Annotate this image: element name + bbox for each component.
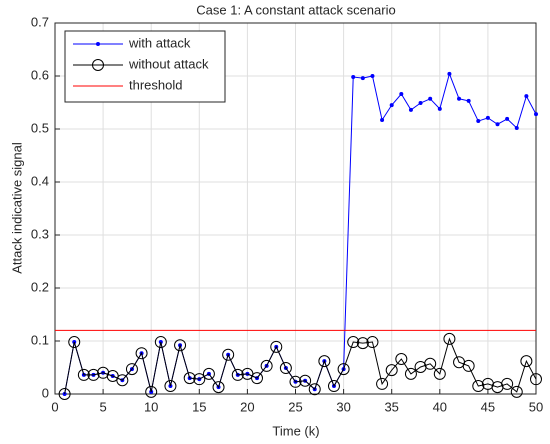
x-tick-label: 25 (288, 399, 302, 414)
data-point (92, 59, 104, 71)
y-tick-label: 0.7 (31, 14, 49, 29)
data-point (174, 339, 187, 352)
series-line (64, 337, 537, 395)
data-point (457, 96, 462, 101)
data-point (404, 367, 417, 380)
data-point (530, 373, 542, 386)
data-point (202, 367, 215, 380)
data-point (87, 368, 100, 381)
data-point (289, 375, 302, 388)
y-tick-label: 0.1 (31, 332, 49, 347)
legend-label: threshold (129, 77, 182, 92)
data-point (443, 332, 456, 345)
data-point (183, 372, 196, 385)
data-point (337, 363, 350, 376)
data-point (389, 103, 394, 108)
data-point (366, 336, 379, 349)
x-tick-label: 30 (336, 399, 350, 414)
y-tick-label: 0 (42, 385, 49, 400)
data-point (520, 355, 533, 368)
data-point (231, 368, 244, 381)
data-point (135, 347, 148, 360)
x-axis-label: Time (k) (272, 423, 319, 438)
data-point (428, 96, 433, 101)
data-point (534, 112, 538, 117)
data-point (116, 374, 129, 387)
x-tick-label: 50 (529, 399, 543, 414)
data-point (424, 357, 437, 370)
data-point (270, 340, 283, 353)
y-tick-label: 0.3 (31, 226, 49, 241)
data-point (376, 377, 389, 390)
data-point (399, 92, 404, 97)
data-point (370, 74, 375, 78)
data-point (466, 98, 471, 103)
y-axis-label: Attack indicative signal (9, 142, 24, 274)
data-point (347, 336, 360, 349)
y-tick-label: 0.5 (31, 120, 49, 135)
data-point (495, 122, 500, 127)
x-tick-label: 35 (384, 399, 398, 414)
data-point (351, 75, 356, 80)
data-point (418, 101, 423, 106)
x-tick-label: 15 (192, 399, 206, 414)
y-tick-label: 0.4 (31, 173, 49, 188)
data-point (77, 368, 90, 381)
data-point (433, 367, 446, 380)
x-tick-label: 10 (144, 399, 158, 414)
data-point (58, 388, 71, 400)
legend-label: with attack (128, 35, 191, 50)
data-point (505, 116, 510, 121)
x-tick-label: 0 (51, 399, 58, 414)
y-tick-label: 0.2 (31, 279, 49, 294)
data-point (385, 364, 398, 377)
data-point (145, 385, 158, 398)
data-point (510, 385, 523, 398)
x-tick-label: 20 (240, 399, 254, 414)
data-point (408, 107, 413, 112)
data-point (193, 373, 206, 386)
data-point (524, 94, 529, 99)
data-point (395, 353, 408, 366)
x-tick-label: 40 (433, 399, 447, 414)
x-tick-label: 5 (99, 399, 106, 414)
data-point (154, 336, 167, 349)
data-point (222, 348, 235, 361)
legend: with attack without attack threshold (64, 30, 226, 103)
data-point (260, 359, 273, 372)
data-point (212, 381, 225, 394)
plot-frame (54, 22, 537, 395)
data-point (96, 42, 100, 46)
data-point (164, 380, 177, 393)
x-tick-label: 45 (481, 399, 495, 414)
data-point (514, 125, 519, 130)
y-tick-label: 0.6 (31, 67, 49, 82)
data-point (356, 337, 369, 350)
data-point (472, 380, 485, 393)
data-point (308, 383, 321, 396)
chart-title: Case 1: A constant attack scenario (196, 2, 395, 17)
data-point (360, 76, 365, 81)
data-point (447, 71, 452, 76)
data-point (485, 115, 490, 120)
data-point (380, 117, 385, 122)
data-point (68, 336, 81, 349)
data-point (251, 372, 264, 385)
legend-label: without attack (128, 56, 209, 71)
data-point (299, 374, 312, 387)
data-point (437, 106, 442, 111)
data-point (501, 377, 514, 390)
data-point (318, 355, 331, 368)
data-point (125, 363, 138, 376)
data-point (327, 380, 340, 393)
data-point (476, 119, 481, 124)
data-point (279, 362, 292, 375)
legend-box (64, 30, 226, 103)
data-point (462, 359, 475, 372)
